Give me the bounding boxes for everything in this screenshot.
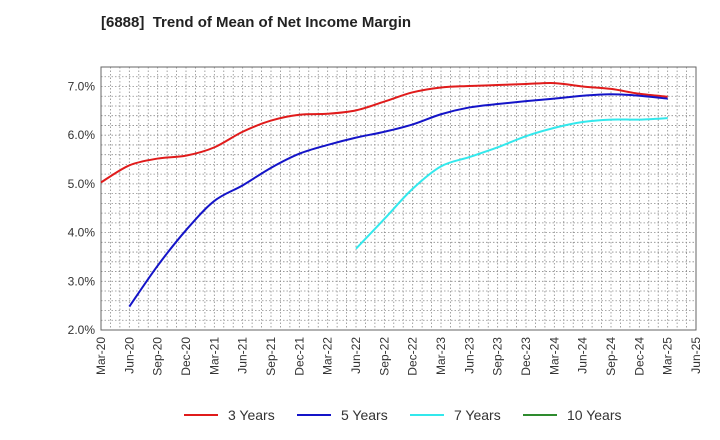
x-tick-label: Mar-24 xyxy=(547,337,561,375)
x-tick-label: Jun-21 xyxy=(236,337,250,374)
x-tick-label: Jun-22 xyxy=(349,337,363,374)
series-line-3-years xyxy=(100,81,668,184)
x-tick-label: Dec-24 xyxy=(632,337,646,376)
x-tick-label: Sep-23 xyxy=(491,337,505,376)
legend-item: 7 Years xyxy=(410,404,501,426)
x-axis-ticks: Mar-20 Jun-20 Sep-20 Dec-20 Mar-21 Jun-21 Sep-… xyxy=(94,337,703,376)
plot-frame xyxy=(100,66,697,331)
x-tick-label: Dec-23 xyxy=(519,337,533,376)
series-line-5-years xyxy=(128,93,668,308)
x-tick-label: Mar-22 xyxy=(321,337,335,375)
x-tick-label: Sep-21 xyxy=(264,337,278,376)
y-tick-label: 3.0% xyxy=(68,274,96,288)
x-tick-label: Sep-22 xyxy=(377,337,391,376)
chart-title: [6888] Trend of Mean of Net Income Margi… xyxy=(101,14,412,31)
series-line-7-years xyxy=(355,117,668,250)
legend-item: 5 Years xyxy=(297,404,388,426)
x-tick-label: Dec-22 xyxy=(406,337,420,376)
legend-label: 3 Years xyxy=(228,407,275,423)
series-lines xyxy=(100,81,668,308)
x-tick-label: Dec-21 xyxy=(292,337,306,376)
legend-item: 10 Years xyxy=(523,404,622,426)
y-tick-label: 5.0% xyxy=(68,177,96,191)
legend-swatch xyxy=(523,414,557,416)
y-tick-label: 4.0% xyxy=(68,226,96,240)
x-tick-label: Jun-23 xyxy=(462,337,476,374)
legend-swatch xyxy=(410,414,444,416)
x-tick-label: Mar-21 xyxy=(207,337,221,375)
legend-item: 3 Years xyxy=(184,404,275,426)
legend-label: 7 Years xyxy=(454,407,501,423)
y-axis-ticks: 2.0% 3.0% 4.0% 5.0% 6.0% 7.0% xyxy=(68,79,96,337)
y-tick-label: 2.0% xyxy=(68,323,96,337)
y-tick-label: 6.0% xyxy=(68,128,96,142)
x-tick-label: Jun-20 xyxy=(122,337,136,374)
x-tick-label: Sep-24 xyxy=(604,337,618,376)
x-tick-label: Sep-20 xyxy=(151,337,165,376)
x-tick-label: Mar-23 xyxy=(434,337,448,375)
legend-swatch xyxy=(184,414,218,416)
x-tick-label: Mar-20 xyxy=(94,337,108,375)
x-tick-label: Dec-20 xyxy=(179,337,193,376)
x-tick-label: Mar-25 xyxy=(661,337,675,375)
y-tick-label: 7.0% xyxy=(68,79,96,93)
x-tick-label: Jun-24 xyxy=(576,337,590,374)
legend-label: 5 Years xyxy=(341,407,388,423)
legend-swatch xyxy=(297,414,331,416)
x-tick-label: Jun-25 xyxy=(689,337,703,374)
legend: 3 Years 5 Years 7 Years 10 Years xyxy=(0,404,720,426)
legend-label: 10 Years xyxy=(567,407,622,423)
gridlines xyxy=(100,66,697,331)
